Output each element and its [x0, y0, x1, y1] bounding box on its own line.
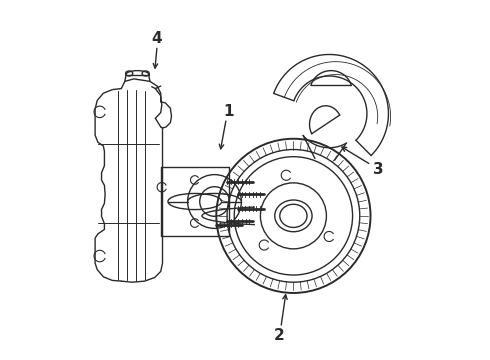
- Text: 2: 2: [274, 328, 284, 343]
- Text: 3: 3: [373, 162, 384, 177]
- Text: 1: 1: [223, 104, 234, 120]
- Text: 4: 4: [151, 31, 162, 46]
